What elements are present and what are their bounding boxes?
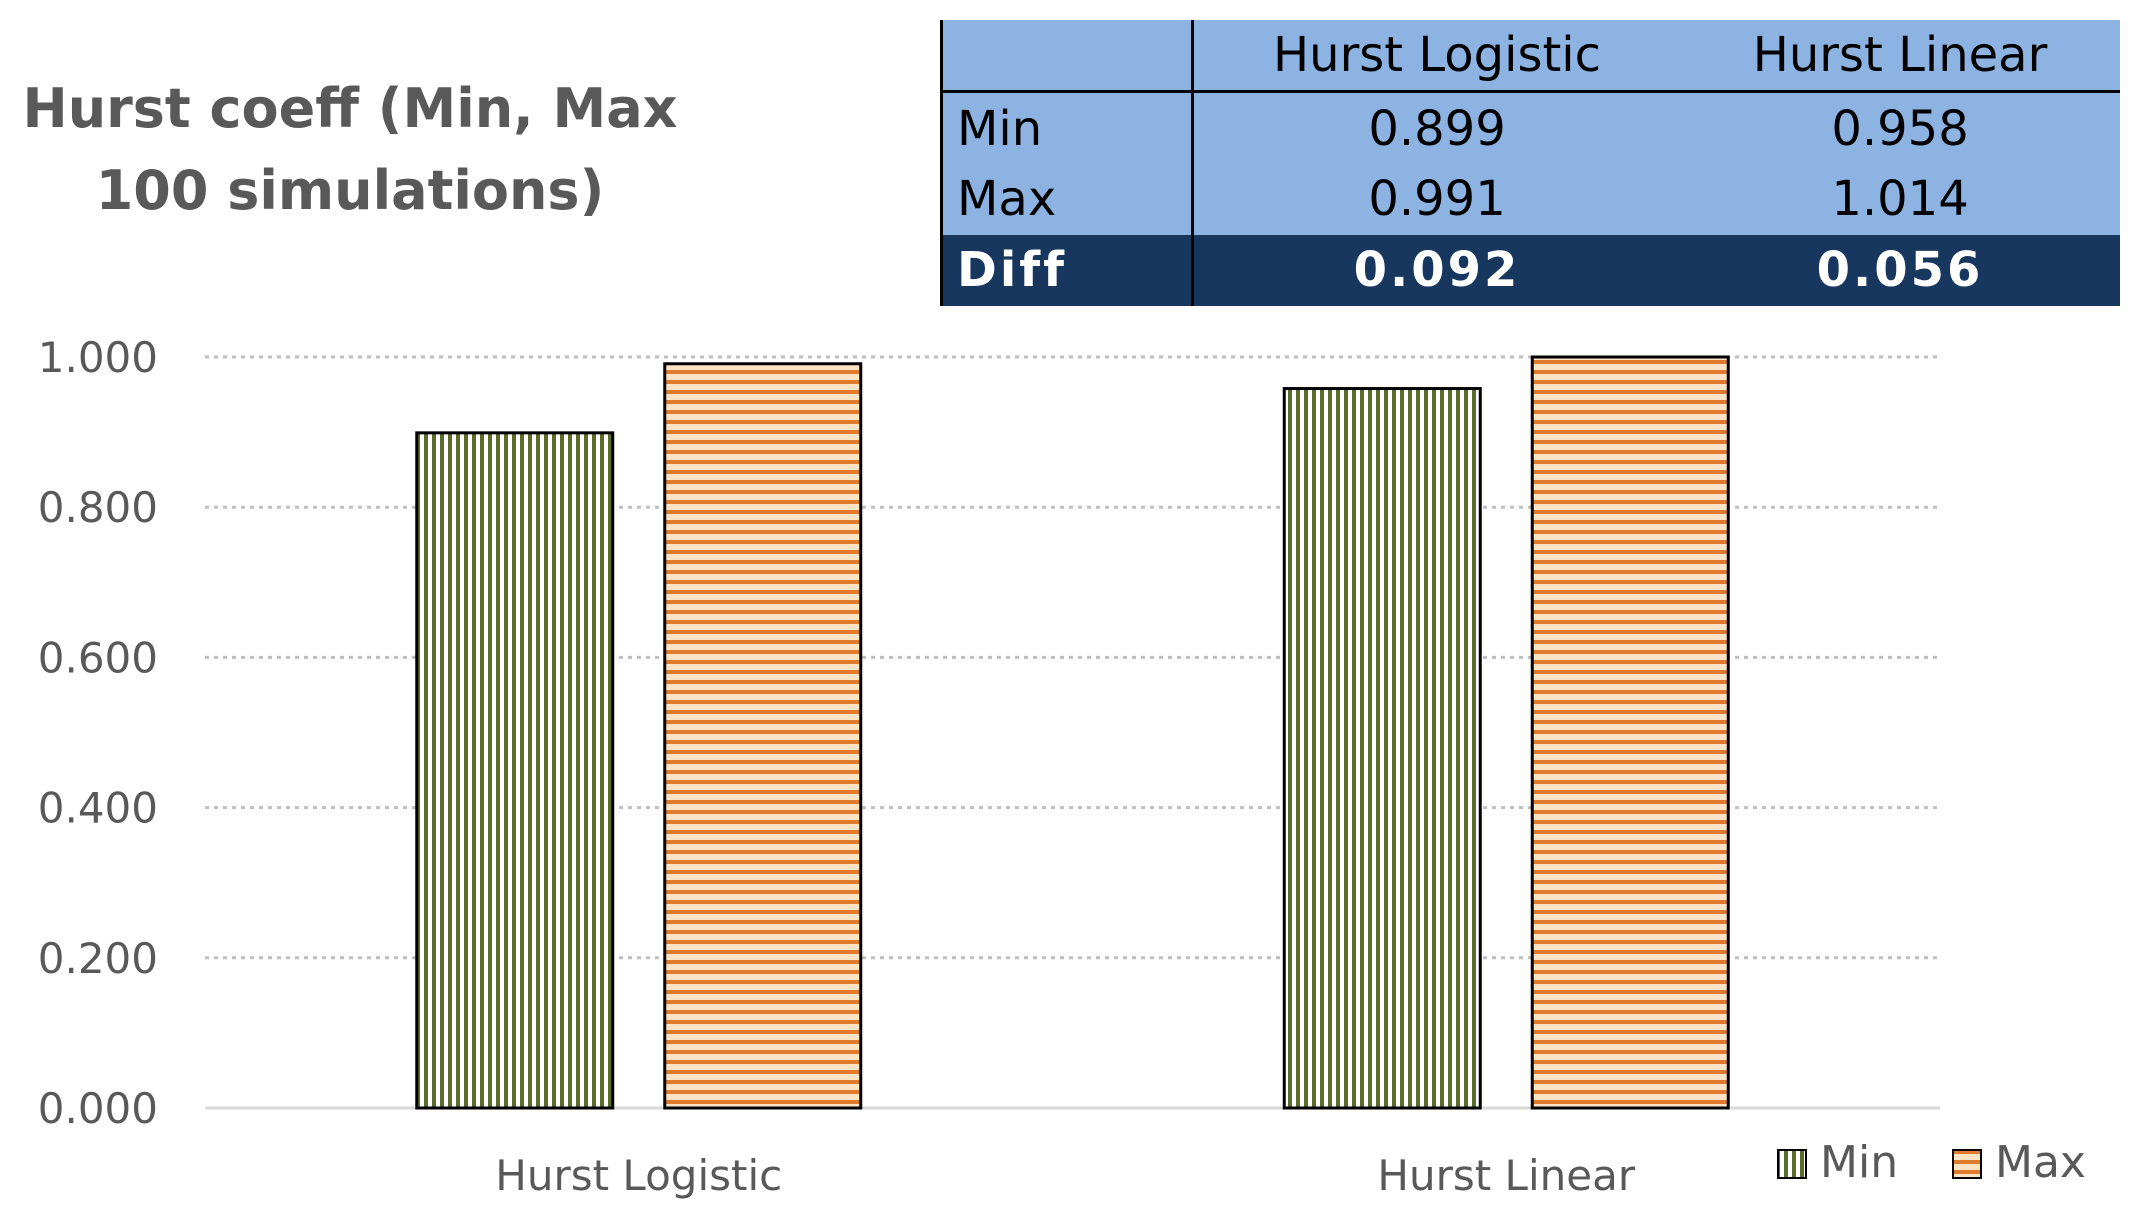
chart-title: Hurst coeff (Min, Max 100 simulations) xyxy=(20,68,680,232)
y-axis: 0.000 0.200 0.400 0.600 0.800 1.000 xyxy=(38,333,158,1133)
bars xyxy=(415,355,1730,1110)
summary-row-max: Max 0.991 1.014 xyxy=(940,164,2120,235)
y-tick-label: 0.000 xyxy=(38,1084,158,1133)
summary-cell: 0.092 xyxy=(1192,234,1681,306)
summary-cell: 0.056 xyxy=(1680,234,2120,306)
legend-label-max: Max xyxy=(1995,1137,2086,1188)
y-tick-label: 0.200 xyxy=(38,934,158,983)
bar-min-hurst-logistic xyxy=(415,431,615,1110)
bar-min-hurst-linear xyxy=(1282,387,1482,1110)
bar-max-hurst-linear xyxy=(1530,355,1730,1110)
summary-cell: 0.899 xyxy=(1192,91,1681,164)
chart-title-line-2: 100 simulations) xyxy=(95,159,605,222)
summary-row-diff: Diff 0.092 0.056 xyxy=(940,234,2120,306)
summary-row-label: Diff xyxy=(940,234,1194,306)
summary-row-label: Max xyxy=(940,164,1194,235)
summary-cell: 0.991 xyxy=(1192,164,1681,235)
summary-header-row: Hurst Logistic Hurst Linear xyxy=(940,20,2120,93)
legend: Min Max xyxy=(1777,1137,2086,1188)
y-tick-label: 0.600 xyxy=(38,633,158,682)
summary-cell: 0.958 xyxy=(1680,91,2120,164)
summary-header-corner xyxy=(940,20,1194,93)
summary-cell: 1.014 xyxy=(1680,164,2120,235)
x-axis: Hurst Logistic Hurst Linear xyxy=(495,1151,1636,1200)
y-tick-label: 0.400 xyxy=(38,784,158,833)
summary-header-logistic: Hurst Logistic xyxy=(1192,20,1681,93)
summary-row-min: Min 0.899 0.958 xyxy=(940,91,2120,164)
legend-swatch-min xyxy=(1777,1149,1807,1179)
x-tick-label: Hurst Linear xyxy=(1377,1151,1635,1200)
summary-header-linear: Hurst Linear xyxy=(1680,20,2120,93)
legend-swatch-max xyxy=(1952,1149,1982,1179)
y-tick-label: 1.000 xyxy=(38,333,158,382)
x-tick-label: Hurst Logistic xyxy=(495,1151,782,1200)
summary-table: Hurst Logistic Hurst Linear Min 0.899 0.… xyxy=(940,20,2120,306)
chart-title-line-1: Hurst coeff (Min, Max xyxy=(22,77,678,140)
bar-max-hurst-logistic xyxy=(663,362,863,1110)
summary-row-label: Min xyxy=(940,91,1194,164)
y-tick-label: 0.800 xyxy=(38,483,158,532)
legend-label-min: Min xyxy=(1820,1137,1898,1188)
